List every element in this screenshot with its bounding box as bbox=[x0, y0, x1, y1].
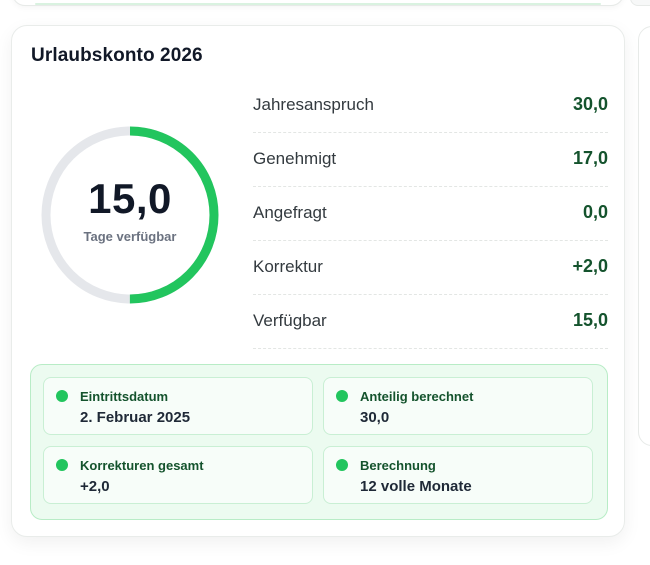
stat-value: 30,0 bbox=[572, 94, 608, 114]
stat-row-annual-entitlement: Jahresanspruch 30,0 bbox=[253, 79, 608, 133]
card-title: Urlaubskonto 2026 bbox=[31, 45, 203, 66]
info-label: Korrekturen gesamt bbox=[80, 458, 204, 473]
available-days-value: 15,0 bbox=[88, 175, 172, 222]
status-dot-icon bbox=[56, 390, 68, 402]
info-tile-corrections-total: Korrekturen gesamt +2,0 bbox=[43, 446, 313, 504]
stat-row-available: Verfügbar 15,0 bbox=[253, 295, 608, 349]
info-tile-calculation: Berechnung 12 volle Monate bbox=[323, 446, 593, 504]
stat-label: Angefragt bbox=[253, 203, 327, 222]
info-label: Berechnung bbox=[360, 458, 436, 473]
info-label: Eintrittsdatum bbox=[80, 389, 169, 404]
info-value: +2,0 bbox=[80, 478, 110, 495]
stat-row-correction: Korrektur +2,0 bbox=[253, 241, 608, 295]
stat-label: Verfügbar bbox=[253, 311, 327, 330]
ring-progress bbox=[41, 126, 219, 304]
info-value: 30,0 bbox=[360, 409, 390, 426]
status-dot-icon bbox=[336, 459, 348, 471]
status-dot-icon bbox=[56, 459, 68, 471]
adjacent-card-edge bbox=[638, 26, 650, 446]
info-value: 12 volle Monate bbox=[360, 478, 472, 495]
stat-label: Genehmigt bbox=[253, 149, 337, 168]
stat-value: 17,0 bbox=[572, 148, 608, 168]
stat-value: 15,0 bbox=[572, 310, 608, 330]
info-panel: Eintrittsdatum 2. Februar 2025 Anteilig … bbox=[30, 364, 608, 520]
stat-label: Jahresanspruch bbox=[253, 95, 374, 114]
ring-chart bbox=[41, 126, 219, 304]
stat-row-requested: Angefragt 0,0 bbox=[253, 187, 608, 241]
stat-label: Korrektur bbox=[253, 257, 323, 276]
info-tile-prorated: Anteilig berechnet 30,0 bbox=[323, 377, 593, 435]
stats-list: Jahresanspruch 30,0 Genehmigt 17,0 Angef… bbox=[253, 79, 608, 349]
stat-value: +2,0 bbox=[572, 256, 608, 276]
vacation-account-card: Urlaubskonto 2026 15,0 Tage verfügbar Ja… bbox=[11, 25, 625, 537]
info-label: Anteilig berechnet bbox=[360, 389, 474, 404]
previous-card-edge bbox=[12, 0, 624, 6]
available-days-label: Tage verfügbar bbox=[83, 229, 177, 244]
stat-row-approved: Genehmigt 17,0 bbox=[253, 133, 608, 187]
available-days-ring: 15,0 Tage verfügbar bbox=[38, 123, 222, 307]
info-tile-entry-date: Eintrittsdatum 2. Februar 2025 bbox=[43, 377, 313, 435]
status-dot-icon bbox=[336, 390, 348, 402]
info-value: 2. Februar 2025 bbox=[80, 409, 191, 426]
right-card-top-edge bbox=[630, 0, 650, 6]
stat-value: 0,0 bbox=[582, 202, 608, 222]
